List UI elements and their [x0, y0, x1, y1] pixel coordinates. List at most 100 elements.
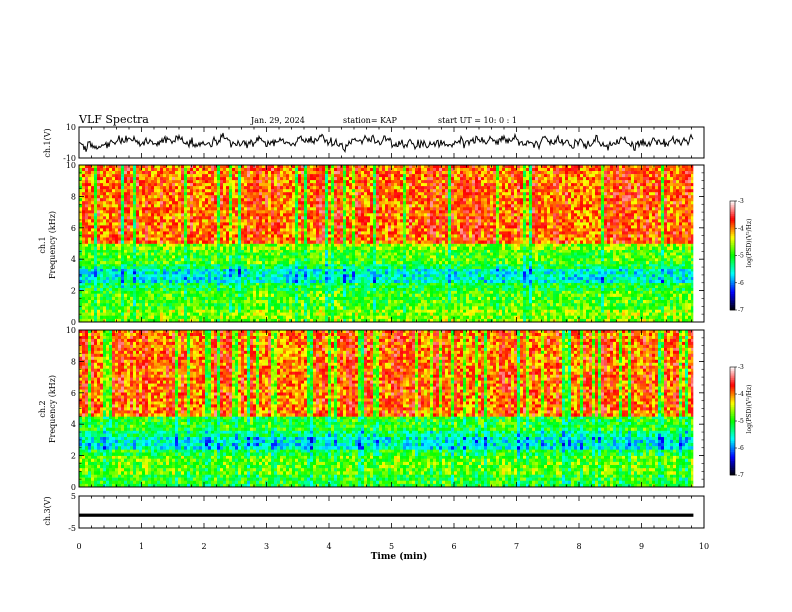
spectrogram-cell — [379, 315, 382, 320]
spectrogram-cell — [97, 282, 100, 286]
spectrogram-cell — [112, 268, 115, 272]
spectrogram-cell — [349, 312, 352, 317]
spectrogram-cell — [445, 258, 448, 262]
spectrogram-cell — [166, 255, 169, 259]
spectrogram-cell — [619, 271, 622, 275]
spectrogram-cell — [316, 271, 319, 275]
spectrogram-cell — [436, 290, 439, 295]
spectrogram-cell — [94, 285, 97, 289]
spectrogram-cell — [445, 271, 448, 275]
spectrogram-cell — [205, 296, 208, 301]
spectrogram-cell — [640, 282, 643, 286]
spectrogram-cell — [319, 249, 322, 253]
spectrogram-cell — [454, 312, 457, 317]
spectrogram-cell — [613, 249, 616, 253]
spectrogram-cell — [664, 288, 667, 291]
spectrogram-cell — [544, 274, 547, 278]
spectrogram-cell — [475, 255, 478, 259]
spectrogram-cell — [244, 258, 247, 262]
spectrogram-cell — [334, 268, 337, 272]
spectrogram-cell — [118, 290, 121, 295]
spectrogram-cell — [622, 306, 625, 310]
spectrogram-cell — [370, 296, 373, 301]
spectrogram-cell — [520, 282, 523, 286]
spectrogram-cell — [286, 293, 289, 298]
spectrogram-cell — [472, 268, 475, 272]
spectrogram-cell — [586, 252, 589, 256]
spectrogram-cell — [577, 274, 580, 278]
spectrogram-cell — [538, 296, 541, 301]
spectrogram-cell — [265, 266, 268, 269]
spectrogram-cell — [304, 293, 307, 298]
spectrogram-cell — [133, 274, 136, 278]
spectrogram-cell — [451, 318, 454, 323]
spectrogram-cell — [583, 296, 586, 301]
spectrogram-cell — [535, 274, 538, 278]
spectrogram-cell — [637, 285, 640, 289]
spectrogram-cell — [280, 258, 283, 262]
spectrogram-cell — [589, 296, 592, 301]
spectrogram-cell — [496, 306, 499, 310]
spectrogram-cell — [604, 271, 607, 275]
spectrogram-cell — [505, 312, 508, 317]
spectrogram-cell — [319, 315, 322, 320]
spectrogram-cell — [217, 271, 220, 275]
spectrogram-cell — [637, 312, 640, 317]
spectrogram-cell — [250, 290, 253, 295]
spectrogram-cell — [268, 282, 271, 286]
spectrogram-cell — [490, 274, 493, 278]
spectrogram-cell — [442, 293, 445, 298]
spectrogram-cell — [613, 312, 616, 317]
spectrogram-cell — [304, 252, 307, 256]
spectrogram-cell — [169, 277, 172, 281]
spectrogram-cell — [388, 318, 391, 323]
spectrogram-cell — [217, 312, 220, 317]
spectrogram-cell — [223, 266, 226, 269]
spectrogram-cell — [388, 306, 391, 310]
spectrogram-cell — [640, 303, 643, 307]
spectrogram-cell — [622, 296, 625, 301]
spectrogram-cell — [133, 279, 136, 284]
spectrogram-cell — [124, 306, 127, 310]
spectrogram-cell — [79, 293, 82, 298]
spectrogram-cell — [466, 293, 469, 298]
spectrogram-cell — [643, 306, 646, 310]
spectrogram-cell — [658, 296, 661, 301]
spectrogram-cell — [637, 303, 640, 307]
spectrogram-cell — [319, 252, 322, 256]
spectrogram-cell — [334, 271, 337, 275]
spectrogram-cell — [526, 300, 529, 304]
spectrogram-cell — [469, 315, 472, 320]
spectrogram-cell — [328, 266, 331, 269]
spectrogram-cell — [607, 258, 610, 262]
spectrogram-cell — [109, 266, 112, 269]
spectrogram-cell — [592, 268, 595, 272]
spectrogram-cell — [343, 274, 346, 278]
spectrogram-cell — [613, 290, 616, 295]
spectrogram-cell — [124, 303, 127, 307]
spectrogram-cell — [532, 266, 535, 269]
spectrogram-cell — [313, 263, 316, 267]
spectrogram-cell — [493, 282, 496, 286]
spectrogram-cell — [649, 252, 652, 256]
spectrogram-cell — [415, 255, 418, 259]
spectrogram-cell — [607, 315, 610, 320]
spectrogram-cell — [334, 274, 337, 278]
spectrogram-cell — [274, 285, 277, 289]
spectrogram-cell — [400, 268, 403, 272]
spectrogram-cell — [298, 266, 301, 269]
spectrogram-cell — [502, 263, 505, 267]
spectrogram-cell — [217, 261, 220, 265]
spectrogram-cell — [232, 296, 235, 301]
spectrogram-cell — [97, 274, 100, 278]
spectrogram-cell — [643, 277, 646, 281]
spectrogram-cell — [244, 315, 247, 320]
spectrogram-cell — [172, 268, 175, 272]
spectrogram-cell — [97, 296, 100, 301]
spectrogram-cell — [289, 312, 292, 317]
spectrogram-cell — [448, 249, 451, 253]
spectrogram-cell — [169, 303, 172, 307]
spectrogram-cell — [496, 277, 499, 281]
spectrogram-cell — [148, 309, 151, 313]
spectrogram-cell — [211, 268, 214, 272]
